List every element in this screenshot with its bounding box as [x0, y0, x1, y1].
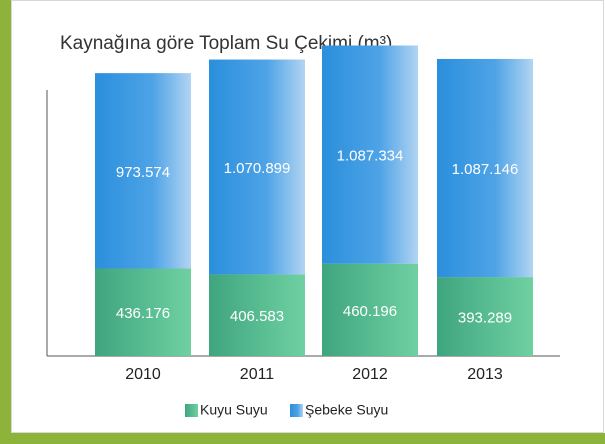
- bar-segment: [95, 268, 191, 356]
- legend-swatch: [185, 404, 198, 417]
- bar-segment: [437, 277, 533, 356]
- data-label: 1.087.146: [452, 161, 519, 178]
- bar-segment: [209, 59, 305, 275]
- bar-segment: [322, 45, 418, 264]
- frame-bar: [0, 433, 605, 444]
- bar-segment: [209, 274, 305, 356]
- frame-bar: [0, 0, 11, 444]
- x-tick-label: 2013: [467, 366, 503, 383]
- legend-swatch: [290, 404, 303, 417]
- x-tick-label: 2012: [352, 366, 388, 383]
- bar-segment: [322, 263, 418, 356]
- x-tick-label: 2010: [125, 366, 161, 383]
- data-label: 406.583: [230, 308, 284, 325]
- legend-label: Kuyu Suyu: [200, 402, 268, 418]
- data-label: 1.070.899: [224, 160, 291, 177]
- data-label: 393.289: [458, 310, 512, 327]
- x-tick-label: 2011: [240, 366, 275, 383]
- data-label: 436.176: [116, 305, 170, 322]
- chart-title: Kaynağına göre Toplam Su Çekimi (m³): [60, 33, 392, 54]
- data-label: 460.196: [343, 303, 397, 320]
- bar-segment: [437, 58, 533, 278]
- bar-segment: [95, 73, 191, 269]
- data-label: 973.574: [116, 164, 170, 181]
- data-label: 1.087.334: [337, 148, 404, 165]
- legend-label: Şebeke Suyu: [305, 402, 388, 418]
